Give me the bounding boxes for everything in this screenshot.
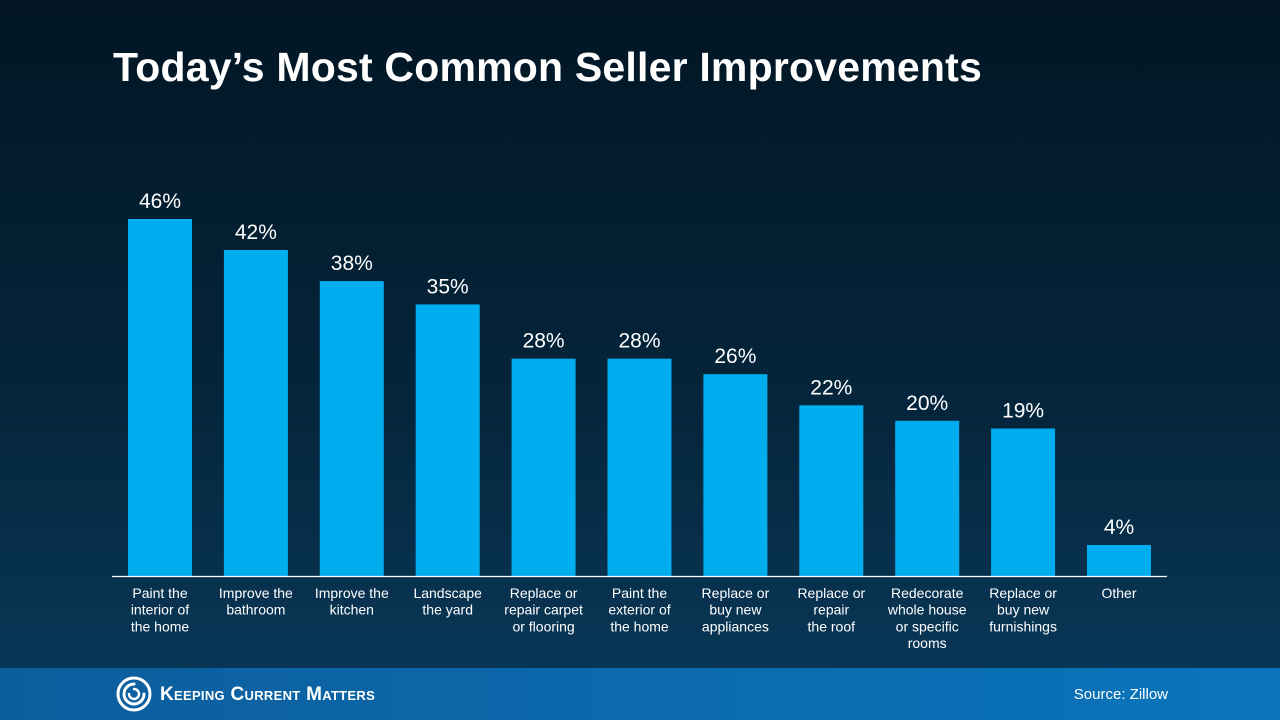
data-label: 46% (139, 190, 181, 213)
category-label: Improve the kitchen (315, 585, 389, 618)
data-label: 28% (618, 330, 660, 353)
bar-chart: 46% Paint the interior of the home 42% Improv… (128, 190, 1151, 651)
page-title: Today’s Most Common Seller Improvements (113, 44, 982, 90)
category-label: Replace or repair the roof (797, 585, 865, 634)
data-label: 4% (1104, 516, 1134, 539)
bar (319, 281, 384, 576)
kcm-logo-icon (116, 676, 152, 712)
category-label: Replace or repair carpet or flooring (504, 585, 583, 634)
source-note: Source: Zillow (1073, 686, 1168, 703)
category-label: Replace or buy new furnishings (989, 585, 1057, 634)
data-label: 19% (1002, 400, 1044, 423)
category-label: Replace or buy new appliances (702, 585, 770, 634)
data-label: 35% (427, 275, 469, 298)
brand-name: Keeping Current Matters (160, 684, 376, 705)
bar (799, 405, 864, 576)
data-label: 28% (523, 330, 565, 353)
bar (895, 420, 960, 576)
category-label: Landscape the yard (413, 585, 482, 618)
data-label: 20% (906, 392, 948, 415)
category-label: Paint the exterior of the home (608, 585, 670, 634)
footer-bar: Keeping Current Matters Source: Zillow (0, 668, 1280, 720)
bar (511, 358, 576, 576)
bar (607, 358, 672, 576)
bar (128, 219, 192, 576)
data-label: 42% (235, 221, 277, 244)
data-label: 38% (331, 252, 373, 275)
bar (991, 428, 1056, 576)
bar (1087, 545, 1151, 576)
category-label: Paint the interior of the home (131, 585, 190, 634)
category-label: Redecorate whole house or specific rooms (887, 585, 967, 651)
bar (223, 250, 288, 576)
data-label: 26% (714, 345, 756, 368)
category-label: Other (1101, 585, 1136, 601)
bar (415, 304, 480, 576)
data-label: 22% (810, 376, 852, 399)
bar (703, 374, 768, 576)
category-label: Improve the bathroom (219, 585, 293, 618)
